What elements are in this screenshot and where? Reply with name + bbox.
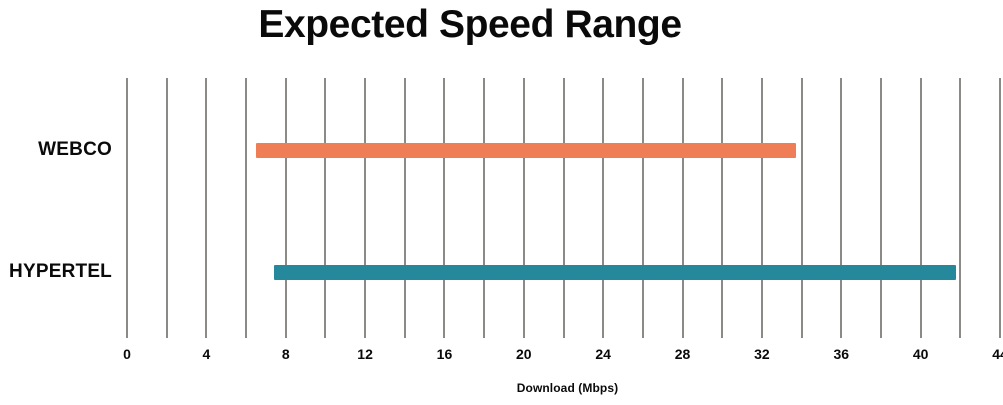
x-tick-label: 0 (123, 346, 131, 362)
gridline (443, 78, 446, 338)
x-axis-title-text: Download (Mbps) (516, 381, 619, 395)
gridline (205, 78, 208, 338)
category-label-webco: WEBCO (38, 139, 112, 160)
gridline (562, 78, 565, 338)
chart-title: Expected Speed Range (258, 3, 682, 46)
x-tick-label: 32 (754, 346, 770, 362)
x-tick-label: 20 (516, 346, 532, 362)
gridline (364, 78, 367, 338)
gridline (959, 78, 962, 338)
x-tick-label: 44 (992, 346, 1003, 362)
gridline (919, 78, 922, 338)
gridline (760, 78, 763, 338)
plot-area (126, 78, 1001, 338)
x-tick-label: 24 (595, 346, 611, 362)
gridline (681, 78, 684, 338)
gridline (522, 78, 525, 338)
gridline (879, 78, 882, 338)
x-tick-label: 28 (674, 346, 691, 362)
x-tick-label: 12 (357, 346, 373, 362)
x-tick-label: 40 (912, 346, 929, 362)
range-bar[interactable] (255, 143, 796, 158)
gridline (284, 78, 287, 338)
x-tick-label: 4 (202, 346, 211, 362)
gridline (800, 78, 803, 338)
category-label-hypertel: HYPERTEL (9, 261, 112, 282)
gridline (245, 78, 248, 338)
gridline (840, 78, 843, 338)
gridline (641, 78, 644, 338)
gridline (324, 78, 327, 338)
x-axis-title: Download (Mbps) (0, 381, 1003, 395)
range-bar[interactable] (273, 265, 957, 280)
x-tick-label: 8 (281, 346, 290, 362)
gridline (403, 78, 406, 338)
gridline (602, 78, 605, 338)
x-tick-label: 36 (833, 346, 850, 362)
gridline (721, 78, 724, 338)
gridline (483, 78, 486, 338)
gridline (165, 78, 168, 338)
gridline (126, 78, 128, 338)
x-tick-label: 16 (436, 346, 453, 362)
gridline (999, 78, 1001, 338)
